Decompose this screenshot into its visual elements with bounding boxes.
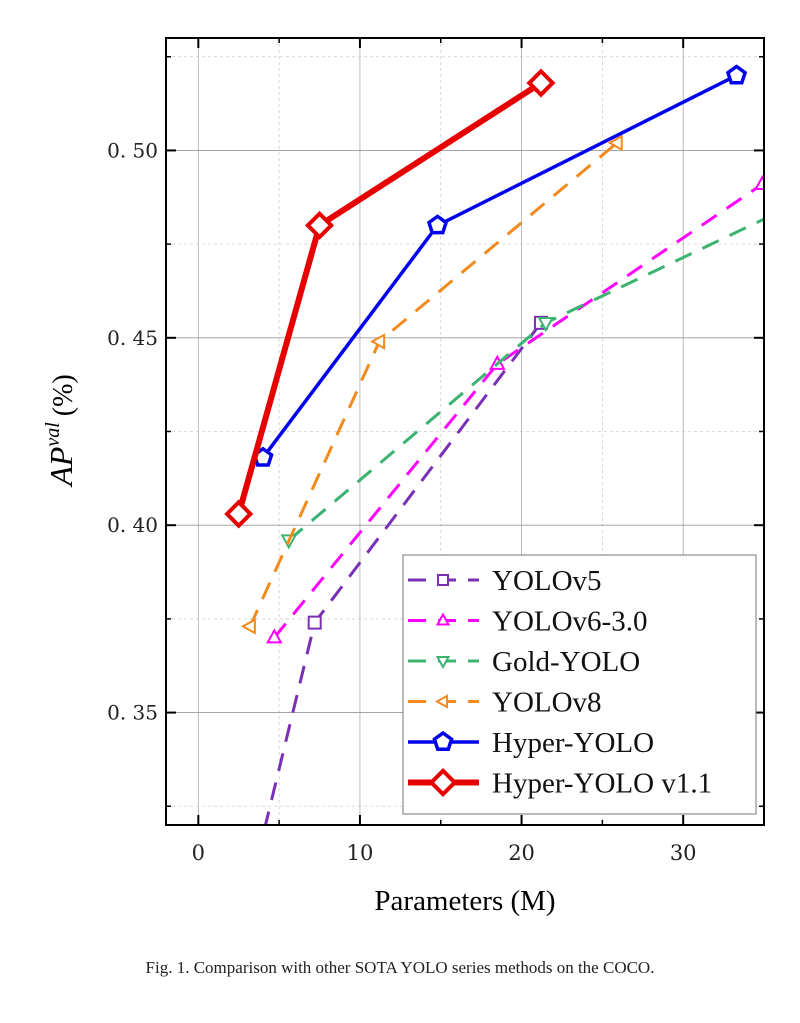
point-gold-yolo — [537, 317, 555, 333]
y-label-unit: (%) — [48, 374, 79, 416]
y-axis-label: APval (%) — [42, 374, 79, 488]
x-tick-label: 20 — [508, 841, 535, 865]
legend-marker-hyper-yolo-v1-1 — [428, 767, 458, 798]
figure-caption: Fig. 1. Comparison with other SOTA YOLO … — [145, 958, 655, 977]
point-hyper-yolo-v1-1 — [526, 68, 556, 98]
legend-marker-yolov8 — [434, 694, 448, 709]
legend: YOLOv5 YOLOv6-3.0 Gold-YOLO YOLOv8 Hyper-YOL… — [402, 554, 757, 815]
y-label-main: AP — [43, 447, 79, 488]
legend-label-yolov8: YOLOv8 — [492, 687, 602, 719]
legend-label-yolov5: YOLOv5 — [492, 565, 602, 597]
legend-label-gold-yolo: Gold-YOLO — [492, 646, 640, 678]
series-lines — [224, 64, 764, 825]
point-yolov6-3-0 — [265, 628, 283, 644]
point-yolov8 — [370, 333, 386, 350]
point-hyper-yolo — [725, 64, 748, 85]
legend-marker-hyper-yolo — [432, 730, 454, 752]
y-tick-label: 0. 35 — [107, 701, 158, 725]
line-hyper-yolo — [261, 73, 738, 459]
y-tick-label: 0. 40 — [107, 513, 158, 537]
y-tick-label: 0. 45 — [107, 326, 158, 350]
x-tick-label: 30 — [670, 841, 697, 865]
x-tick-label: 0 — [192, 841, 205, 865]
legend-label-hyper-yolo: Hyper-YOLO — [492, 727, 654, 759]
point-yolov8 — [240, 618, 256, 635]
svg-text:APval(%): APval (%) — [42, 374, 79, 488]
point-yolov5 — [307, 615, 322, 630]
point-hyper-yolo-v1-1 — [305, 210, 335, 240]
ticks: 0 10 20 30 0. 35 0. 40 0. 45 0. 50 — [107, 38, 765, 865]
x-axis-label: Parameters (M) — [374, 885, 555, 917]
line-yolov8 — [248, 141, 618, 627]
legend-label-hyper-yolo-v1-1: Hyper-YOLO v1.1 — [492, 768, 712, 800]
chart: 0 10 20 30 0. 35 0. 40 0. 45 0. 50 Parameters (… — [42, 37, 765, 917]
point-yolov6-3-0 — [754, 174, 764, 190]
legend-marker-gold-yolo — [435, 656, 451, 670]
line-gold-yolo — [287, 217, 764, 542]
x-tick-label: 10 — [347, 841, 374, 865]
point-hyper-yolo-v1-1 — [224, 499, 254, 529]
legend-marker-yolov6-3-0 — [435, 612, 451, 626]
legend-box — [402, 554, 757, 815]
legend-label-yolov6-3-0: YOLOv6-3.0 — [492, 606, 647, 638]
legend-marker-yolov5 — [437, 574, 449, 586]
y-label-sup: val — [42, 422, 64, 447]
line-hyper-yolo-v1-1 — [235, 80, 543, 515]
y-tick-label: 0. 50 — [107, 138, 158, 162]
point-yolov8 — [607, 134, 623, 152]
point-hyper-yolo — [426, 214, 449, 235]
